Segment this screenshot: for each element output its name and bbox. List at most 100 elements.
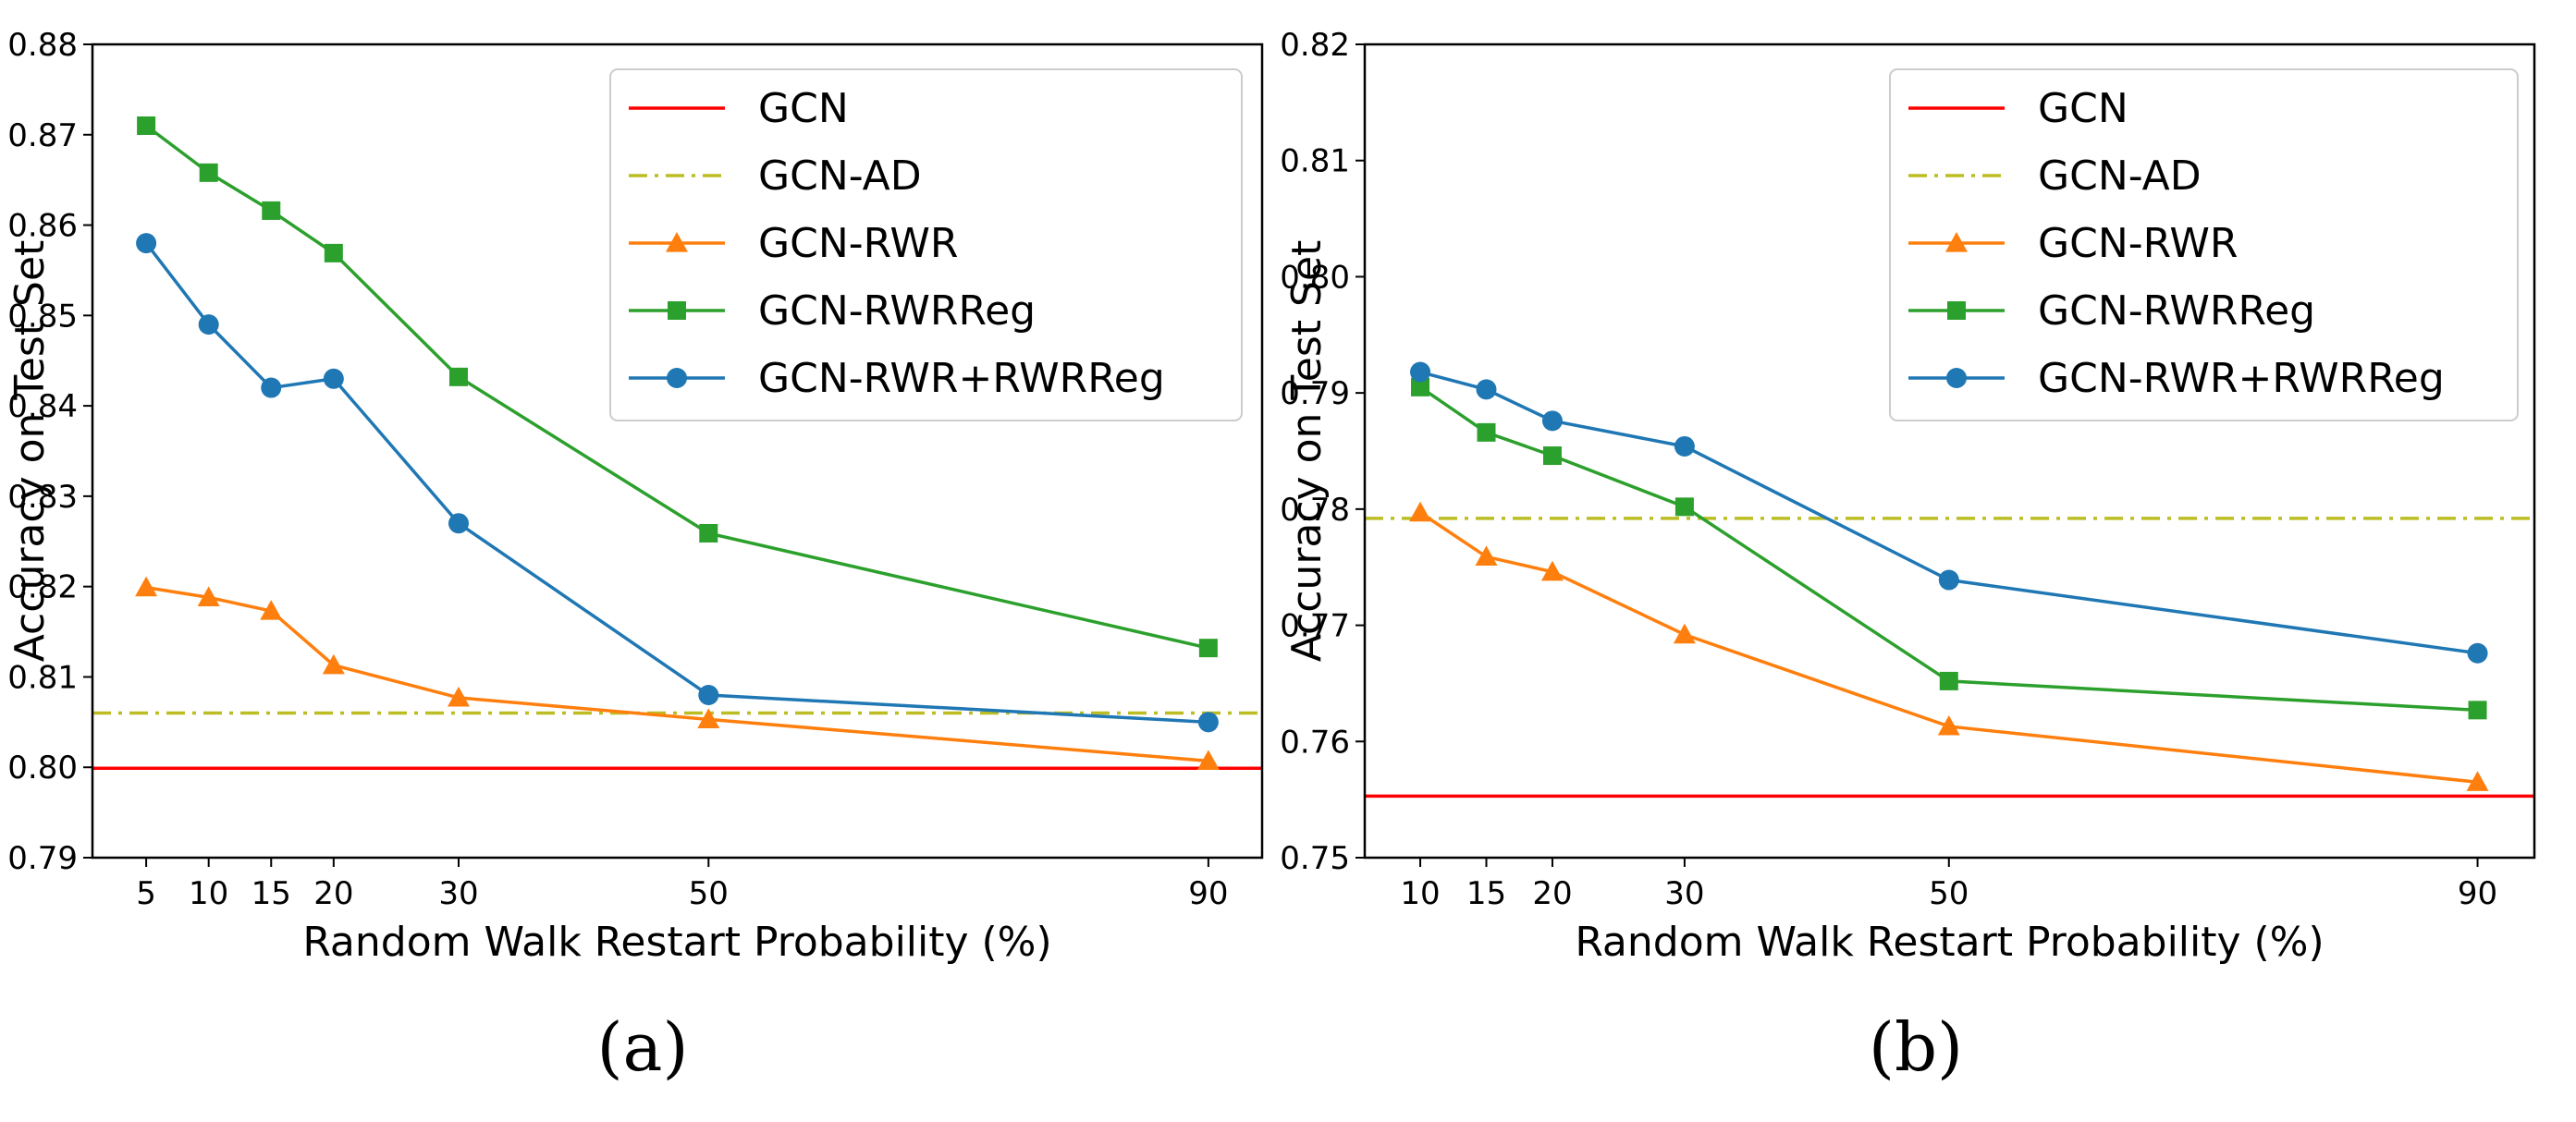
point-gcn-rwrreg: [1198, 639, 1218, 658]
y-tick-label: 0.88: [7, 27, 78, 64]
point-gcn-rwr-plus-rwrreg: [1674, 435, 1695, 457]
y-tick-label: 0.82: [7, 569, 78, 606]
legend-label: GCN-RWR+RWRReg: [2038, 355, 2445, 402]
y-tick-label: 0.82: [1280, 27, 1350, 64]
legend-marker: [668, 301, 686, 320]
point-gcn-rwr: [2466, 771, 2489, 791]
point-gcn-rwr-plus-rwrreg: [323, 368, 344, 389]
point-gcn-rwr: [1937, 714, 1960, 736]
figure-caption: (a): [596, 1008, 688, 1086]
x-tick-label: 15: [251, 875, 291, 912]
point-gcn-rwr: [322, 653, 345, 675]
point-gcn-rwr: [1673, 623, 1696, 644]
x-tick-label: 30: [438, 875, 478, 912]
legend-marker: [1945, 232, 1968, 252]
x-tick-label: 50: [689, 875, 729, 912]
point-gcn-rwr: [1540, 560, 1564, 581]
chart-a: 0.79 0.80 0.81 0.82 0.83 0.84 0.85 0.86 0.87 0.88…: [6, 27, 1264, 1086]
legend-label: GCN-AD: [2038, 152, 2202, 200]
x-axis-label: Random Walk Restart Probability (%): [302, 919, 1051, 966]
point-gcn-rwr: [197, 586, 220, 606]
point-gcn-rwr: [1475, 545, 1498, 566]
legend-label: GCN: [758, 85, 849, 132]
plot-frame: [91, 43, 1264, 860]
x-tick-label: 20: [313, 875, 353, 912]
legend-marker: [1947, 301, 1966, 320]
x-tick-label: 90: [2458, 875, 2497, 912]
series-line-gcn-rwr-plus-rwrreg: [1419, 370, 2478, 655]
legend-marker: [667, 368, 687, 388]
point-gcn-rwr-plus-rwrreg: [2467, 642, 2488, 664]
point-gcn-rwr-plus-rwrreg: [198, 314, 219, 335]
y-tick-label: 0.79: [1280, 375, 1350, 412]
plot-frame: [1363, 43, 2536, 860]
legend-label: GCN-RWR+RWRReg: [758, 355, 1165, 402]
y-axis-label: Accuracy on Test Set: [6, 240, 54, 663]
y-tick-label: 0.81: [7, 659, 78, 696]
legend-label: GCN: [2038, 85, 2128, 132]
point-gcn-rwr-plus-rwrreg: [448, 513, 469, 534]
y-tick-label: 0.87: [7, 117, 78, 154]
point-gcn-rwr: [447, 686, 470, 707]
point-gcn-rwr-plus-rwrreg: [1410, 361, 1431, 383]
y-tick-label: 0.79: [7, 840, 78, 877]
x-axis-label: Random Walk Restart Probability (%): [1575, 919, 2324, 966]
x-tick-label: 90: [1188, 875, 1228, 912]
point-gcn-rwrreg: [1939, 671, 1958, 690]
point-gcn-rwrreg: [1542, 446, 1562, 466]
x-tick-label: 50: [1929, 875, 1969, 912]
legend-label: GCN-RWRReg: [758, 287, 1036, 335]
point-gcn-rwr-plus-rwrreg: [1476, 379, 1497, 400]
y-tick-label: 0.85: [7, 298, 78, 335]
point-gcn-rwr: [697, 708, 720, 728]
point-gcn-rwr: [260, 600, 283, 620]
point-gcn-rwr-plus-rwrreg: [1197, 712, 1219, 733]
y-tick-label: 0.81: [1280, 143, 1350, 180]
legend: GCN GCN-AD GCN-RWR GCN-RWRReg GCN-RWR+RWRReg: [1889, 68, 2519, 421]
y-tick-label: 0.83: [7, 479, 78, 516]
figure-caption: (b): [1869, 1008, 1963, 1086]
y-tick-label: 0.80: [1280, 259, 1350, 296]
x-tick-label: 5: [136, 875, 156, 912]
point-gcn-rwrreg: [2468, 701, 2487, 720]
point-gcn-rwr: [135, 576, 158, 597]
point-gcn-rwrreg: [199, 163, 218, 182]
legend-label: GCN-RWR: [758, 220, 958, 267]
legend-marker: [1946, 368, 1967, 388]
y-tick-label: 0.84: [7, 388, 78, 425]
point-gcn-rwrreg: [324, 243, 343, 262]
legend-marker: [666, 232, 688, 252]
y-tick-label: 0.77: [1280, 608, 1350, 645]
point-gcn-rwrreg: [448, 367, 468, 386]
x-tick-label: 10: [189, 875, 228, 912]
point-gcn-rwrreg: [699, 523, 718, 543]
y-tick-label: 0.80: [7, 750, 78, 787]
point-gcn-rwr-plus-rwrreg: [1541, 410, 1563, 432]
legend: GCN GCN-AD GCN-RWR GCN-RWRReg GCN-RWR+RWRReg: [609, 68, 1243, 421]
point-gcn-rwr: [1409, 501, 1432, 522]
point-gcn-rwr-plus-rwrreg: [136, 233, 157, 254]
y-tick-label: 0.78: [1280, 492, 1350, 529]
x-tick-label: 20: [1532, 875, 1572, 912]
legend-label: GCN-AD: [758, 152, 922, 200]
y-tick-label: 0.86: [7, 208, 78, 245]
x-tick-label: 30: [1664, 875, 1704, 912]
x-tick-label: 10: [1400, 875, 1440, 912]
point-gcn-rwrreg: [262, 201, 281, 220]
y-axis-label: Accuracy on Test Set: [1283, 240, 1331, 663]
series-line-gcn-rwr: [1419, 511, 2478, 785]
point-gcn-rwrreg: [137, 116, 156, 135]
point-gcn-rwrreg: [1411, 377, 1430, 396]
legend-box: [609, 68, 1243, 421]
x-tick-label: 15: [1466, 875, 1506, 912]
legend-label: GCN-RWRReg: [2038, 287, 2315, 335]
chart-b: 0.75 0.76 0.77 0.78 0.79 0.80 0.81 0.82 10 15 20 30…: [1280, 27, 2536, 1086]
y-tick-label: 0.76: [1280, 724, 1350, 761]
y-tick-label: 0.75: [1280, 840, 1350, 877]
point-gcn-rwrreg: [1477, 422, 1496, 442]
point-gcn-rwr-plus-rwrreg: [1938, 569, 1959, 591]
legend-box: [1889, 68, 2519, 421]
point-gcn-rwr-plus-rwrreg: [698, 685, 719, 705]
point-gcn-rwr-plus-rwrreg: [261, 377, 282, 398]
